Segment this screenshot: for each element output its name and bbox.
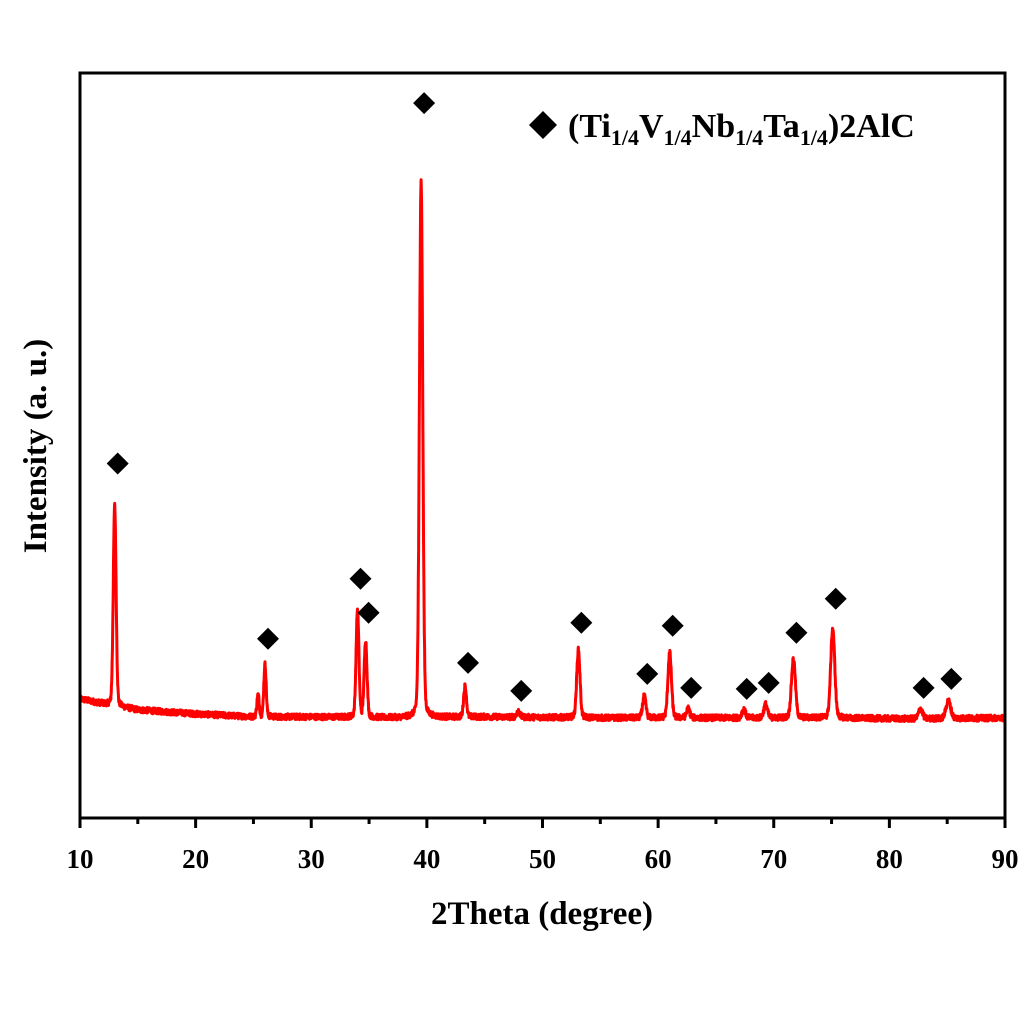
legend-text-part: Ta [763,108,800,145]
legend-subscript: 1/4 [664,125,692,150]
legend-subscript: 1/4 [800,125,828,150]
peak-markers [106,92,963,702]
peak-diamond-icon [106,452,129,475]
xrd-pattern-line [78,178,1007,723]
x-tick-label: 80 [876,844,903,874]
legend-text-part: Nb [692,108,735,145]
peak-diamond-icon [661,614,684,637]
legend-text-part: )2AlC [828,108,915,145]
peak-diamond-icon [510,679,533,702]
peak-diamond-icon [735,677,758,700]
peak-diamond-icon [757,671,780,694]
peak-diamond-icon [824,587,847,610]
legend-diamond-icon [529,111,557,139]
x-axis-ticks [78,818,1007,828]
x-axis-tick-labels: 10 20 30 40 50 60 70 80 90 [67,844,1019,874]
x-tick-label: 30 [298,844,325,874]
legend-label: (Ti1/4V1/4Nb1/4Ta1/4)2AlC [568,108,915,150]
peak-diamond-icon [940,667,963,690]
x-tick-label: 10 [67,844,94,874]
peak-diamond-icon [349,567,372,590]
x-axis-title: 2Theta (degree) [431,896,653,932]
x-tick-label: 60 [645,844,672,874]
peak-diamond-icon [413,92,436,115]
x-tick-label: 50 [529,844,556,874]
peak-diamond-icon [457,651,480,674]
xrd-curve [78,178,1007,723]
y-axis-title: Intensity (a. u.) [18,339,54,554]
x-tick-label: 70 [760,844,787,874]
x-tick-label: 20 [182,844,209,874]
peak-diamond-icon [636,662,659,685]
legend-subscript: 1/4 [735,125,763,150]
peak-diamond-icon [570,611,593,634]
x-tick-label: 40 [413,844,440,874]
legend-subscript: 1/4 [611,125,639,150]
x-tick-label: 90 [992,844,1019,874]
peak-diamond-icon [680,676,703,699]
legend-text-part: (Ti [568,108,611,145]
peak-diamond-icon [257,627,279,650]
peak-diamond-icon [785,621,808,644]
legend: (Ti1/4V1/4Nb1/4Ta1/4)2AlC [529,108,915,150]
legend-text-part: V [639,108,664,145]
peak-diamond-icon [357,601,380,624]
peak-diamond-icon [912,676,935,699]
